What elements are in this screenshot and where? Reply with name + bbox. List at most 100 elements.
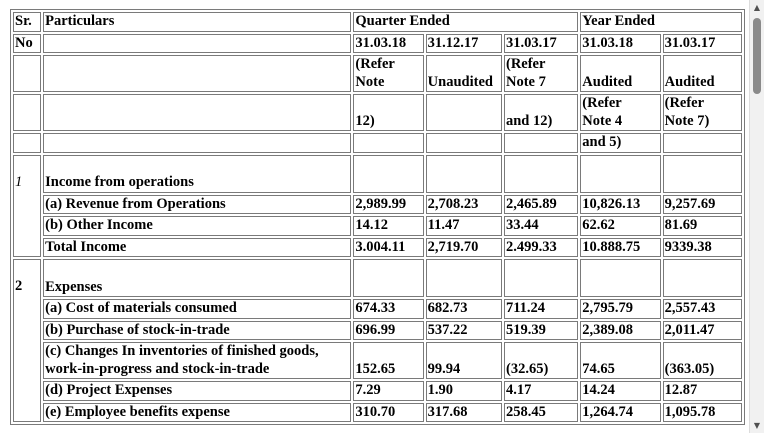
empty-cell (662, 259, 742, 297)
value-cell: 152.65 (353, 342, 424, 379)
empty-cell (425, 259, 502, 297)
value-cell: 2.499.33 (503, 237, 579, 257)
note-cell: and 5) (580, 133, 661, 153)
empty-cell (353, 154, 424, 193)
quarter-ended-header: Quarter Ended (353, 12, 579, 32)
table-row: (a) Cost of materials consumed 674.33 68… (13, 299, 742, 319)
date-cell: 31.03.18 (353, 33, 424, 53)
value-cell: 2,708.23 (425, 194, 502, 214)
note-cell: and 12) (503, 94, 579, 131)
date-cell: 31.03.17 (662, 33, 742, 53)
section-number: 2 (13, 259, 42, 422)
table-row: (b) Purchase of stock-in-trade 696.99 53… (13, 320, 742, 340)
row-label: (d) Project Expenses (43, 381, 352, 401)
note-cell: (Refer Note 7 (503, 55, 579, 92)
scroll-thumb[interactable] (753, 18, 761, 94)
value-cell: 537.22 (425, 320, 502, 340)
section-income-title-row: 1 Income from operations (13, 154, 742, 257)
row-label: (a) Revenue from Operations (43, 194, 352, 214)
sr-header: Sr. (13, 12, 42, 32)
empty-cell (13, 55, 42, 92)
header-row-dates: No 31.03.18 31.12.17 31.03.17 31.03.18 3… (13, 33, 742, 53)
note-cell (503, 133, 579, 153)
value-cell: 14.24 (580, 381, 661, 401)
empty-cell (43, 94, 352, 131)
value-cell: 4.17 (503, 381, 579, 401)
empty-cell (43, 33, 352, 53)
value-cell: 33.44 (503, 216, 579, 236)
scroll-down-arrow-icon[interactable]: ▼ (753, 421, 761, 430)
value-cell: (32.65) (503, 342, 579, 379)
value-cell: 696.99 (353, 320, 424, 340)
section-number: 1 (13, 154, 42, 257)
note-cell: (Refer Note (353, 55, 424, 92)
header-row-notes-2: 12) and 12) (Refer Note 4 (Refer Note 7) (13, 94, 742, 131)
note-cell (353, 133, 424, 153)
value-cell: 2,557.43 (662, 299, 742, 319)
row-label: (a) Cost of materials consumed (43, 299, 352, 319)
value-cell: 2,989.99 (353, 194, 424, 214)
value-cell: 62.62 (580, 216, 661, 236)
value-cell: 7.29 (353, 381, 424, 401)
value-cell: 2,011.47 (662, 320, 742, 340)
empty-cell (580, 259, 661, 297)
empty-cell (353, 259, 424, 297)
header-row-notes-1: (Refer Note Unaudited (Refer Note 7 Audi… (13, 55, 742, 92)
table-row: (a) Revenue from Operations 2,989.99 2,7… (13, 194, 742, 214)
table-row-total: Total Income 3.004.11 2,719.70 2.499.33 … (13, 237, 742, 257)
empty-cell (13, 133, 42, 153)
value-cell: 711.24 (503, 299, 579, 319)
empty-cell (43, 133, 352, 153)
value-cell: 519.39 (503, 320, 579, 340)
header-row-1: Sr. Particulars Quarter Ended Year Ended (13, 12, 742, 32)
value-cell: 99.94 (425, 342, 502, 379)
empty-cell (503, 259, 579, 297)
value-cell: 1,095.78 (662, 402, 742, 422)
date-cell: 31.12.17 (425, 33, 502, 53)
value-cell: 2,719.70 (425, 237, 502, 257)
value-cell: 9339.38 (662, 237, 742, 257)
note-cell: Audited (662, 55, 742, 92)
value-cell: 74.65 (580, 342, 661, 379)
empty-cell (43, 55, 352, 92)
empty-cell (425, 154, 502, 193)
note-cell: 12) (353, 94, 424, 131)
date-cell: 31.03.17 (503, 33, 579, 53)
value-cell: (363.05) (662, 342, 742, 379)
value-cell: 2,465.89 (503, 194, 579, 214)
value-cell: 2,795.79 (580, 299, 661, 319)
value-cell: 10.888.75 (580, 237, 661, 257)
row-label: (b) Other Income (43, 216, 352, 236)
value-cell: 11.47 (425, 216, 502, 236)
value-cell: 674.33 (353, 299, 424, 319)
note-cell: (Refer Note 4 (580, 94, 661, 131)
particulars-header: Particulars (43, 12, 352, 32)
value-cell: 14.12 (353, 216, 424, 236)
empty-cell (580, 154, 661, 193)
value-cell: 81.69 (662, 216, 742, 236)
vertical-scrollbar[interactable]: ▲ ▼ (749, 0, 764, 433)
section-title: Income from operations (43, 154, 352, 193)
row-label: (c) Changes In inventories of finished g… (43, 342, 352, 379)
value-cell: 9,257.69 (662, 194, 742, 214)
row-label: (e) Employee benefits expense (43, 402, 352, 422)
value-cell: 3.004.11 (353, 237, 424, 257)
year-ended-header: Year Ended (580, 12, 742, 32)
value-cell: 12.87 (662, 381, 742, 401)
table-row: (d) Project Expenses 7.29 1.90 4.17 14.2… (13, 381, 742, 401)
value-cell: 1.90 (425, 381, 502, 401)
section-title: Expenses (43, 259, 352, 297)
scroll-up-arrow-icon[interactable]: ▲ (753, 3, 761, 12)
header-row-notes-3: and 5) (13, 133, 742, 153)
value-cell: 2,389.08 (580, 320, 661, 340)
financial-results-table: Sr. Particulars Quarter Ended Year Ended… (10, 9, 745, 425)
empty-cell (13, 94, 42, 131)
value-cell: 258.45 (503, 402, 579, 422)
empty-cell (503, 154, 579, 193)
note-cell (662, 133, 742, 153)
value-cell: 1,264.74 (580, 402, 661, 422)
note-cell: Audited (580, 55, 661, 92)
row-label: Total Income (43, 237, 352, 257)
value-cell: 317.68 (425, 402, 502, 422)
note-cell (425, 133, 502, 153)
